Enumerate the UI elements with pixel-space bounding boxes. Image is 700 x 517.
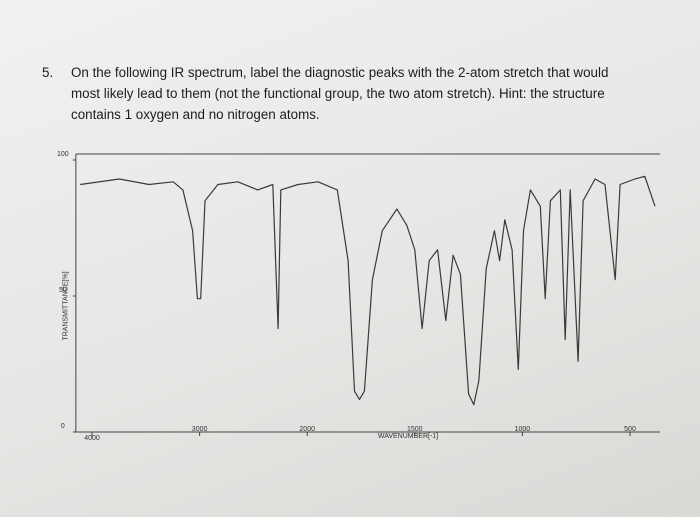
question-line: On the following IR spectrum, label the … [71,65,609,80]
x-tick-label: 3000 [192,426,208,433]
question-text: On the following IR spectrum, label the … [71,62,671,125]
spectrum-line [80,175,656,406]
y-tick-label: 50 [59,287,67,294]
y-tick-label: 100 [57,151,69,158]
y-tick-label: 0 [61,423,65,430]
question-line: most likely lead to them (not the functi… [71,86,605,101]
x-tick-label: 2000 [299,426,315,433]
x-tick-label: 500 [624,426,636,433]
question-number: 5. [42,65,54,80]
x-tick-label: 4000 [84,435,100,442]
y-axis-title: TRANSMITTANCE[%] [63,271,70,340]
question-line: contains 1 oxygen and no nitrogen atoms. [71,107,320,122]
x-axis-title: WAVENUMBER[-1] [378,433,438,440]
x-tick-label: 1000 [515,426,531,433]
x-tick-label: 1500 [407,426,423,433]
